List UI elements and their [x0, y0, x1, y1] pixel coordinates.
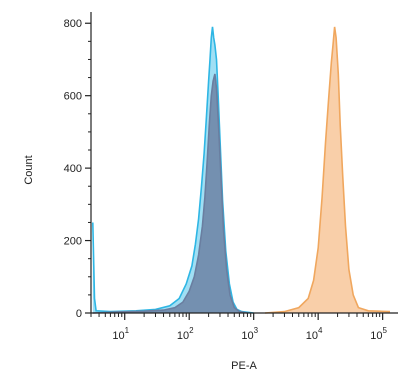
- series-2-area: [265, 26, 390, 314]
- x-axis-label: PE-A: [231, 360, 257, 372]
- series-1-line: [92, 73, 248, 314]
- x-tick-label-1: 102: [177, 326, 194, 342]
- series-2-line: [264, 26, 391, 314]
- axes-layer: 0 200 400 600 800 101 102 103 104 105: [64, 12, 398, 342]
- y-tick-label-0: 0: [76, 308, 82, 320]
- x-tick-label-3: 104: [306, 326, 323, 342]
- series-0-line: [92, 26, 254, 314]
- y-tick-label-4: 800: [64, 18, 82, 30]
- x-tick-label-4: 105: [370, 326, 387, 342]
- y-axis-label: Count: [23, 155, 35, 184]
- series-1-area: [92, 74, 248, 313]
- y-tick-label-2: 400: [64, 163, 82, 175]
- series-0-area: [92, 26, 254, 314]
- series-layer: [92, 26, 391, 314]
- x-tick-label-2: 103: [241, 326, 258, 342]
- y-tick-label-3: 600: [64, 91, 82, 103]
- y-tick-label-1: 200: [64, 236, 82, 248]
- x-tick-label-0: 101: [112, 326, 129, 342]
